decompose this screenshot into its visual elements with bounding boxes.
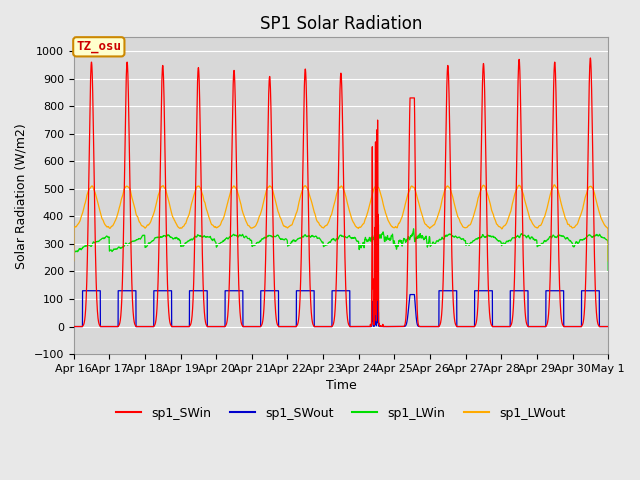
Title: SP1 Solar Radiation: SP1 Solar Radiation [260,15,422,33]
Legend: sp1_SWin, sp1_SWout, sp1_LWin, sp1_LWout: sp1_SWin, sp1_SWout, sp1_LWin, sp1_LWout [111,402,570,424]
X-axis label: Time: Time [326,379,356,392]
Text: TZ_osu: TZ_osu [76,40,122,53]
Y-axis label: Solar Radiation (W/m2): Solar Radiation (W/m2) [15,123,28,269]
